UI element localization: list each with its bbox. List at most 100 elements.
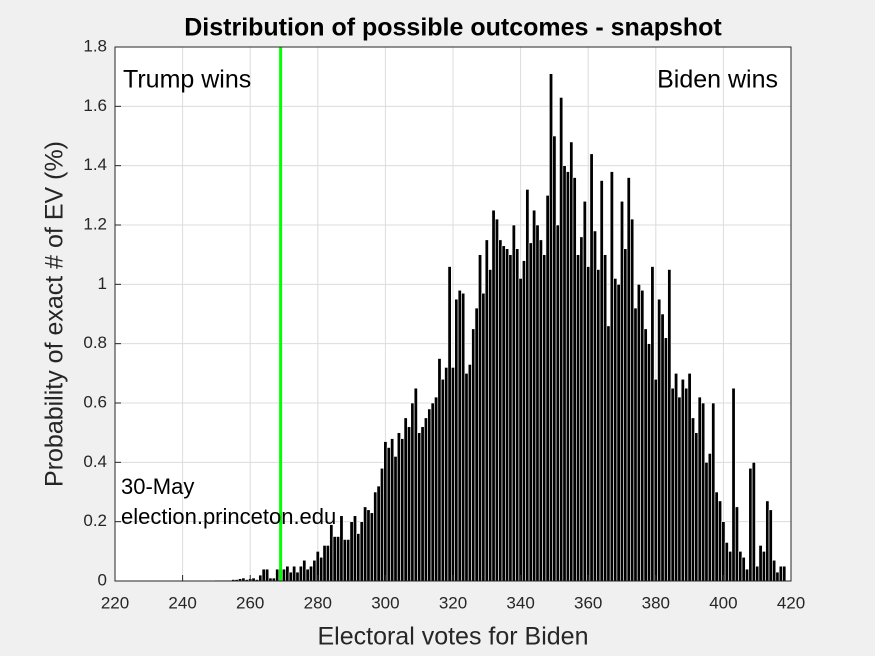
bar [481, 292, 486, 582]
bars [214, 73, 787, 582]
bar [684, 387, 689, 582]
bar [525, 189, 530, 582]
bar [309, 565, 314, 582]
bar [582, 200, 587, 582]
bar [261, 568, 266, 582]
bar [292, 565, 297, 582]
bar [576, 254, 581, 582]
bar [488, 269, 493, 582]
bar [474, 307, 479, 582]
bar [417, 432, 422, 582]
bar [653, 378, 658, 582]
bar [690, 417, 695, 582]
bar [768, 509, 773, 582]
bar [701, 402, 706, 582]
bar [464, 373, 469, 582]
bar [697, 396, 702, 582]
bar [778, 565, 783, 582]
bar [376, 485, 381, 582]
x-tick-label: 400 [709, 593, 737, 612]
bar [677, 396, 682, 582]
bar [559, 97, 564, 582]
y-tick-label: 0.4 [83, 452, 107, 471]
x-axis-label: Electoral votes for Biden [318, 623, 589, 651]
bar [282, 568, 286, 582]
axes-box [114, 46, 792, 582]
x-tick-label: 420 [777, 593, 805, 612]
bar [549, 73, 554, 582]
y-tick-label: 0.2 [83, 511, 107, 530]
bar [579, 236, 584, 582]
y-tick-label: 0 [98, 570, 107, 589]
bar [772, 559, 777, 582]
bar [329, 524, 334, 582]
bar [498, 239, 503, 582]
bar [508, 254, 513, 582]
bar [285, 565, 290, 582]
bar [312, 559, 317, 582]
bar [295, 571, 300, 582]
bar [484, 239, 489, 582]
y-tick-label: 1.4 [83, 155, 107, 174]
bar [718, 500, 723, 582]
bar [319, 556, 324, 582]
bar [734, 506, 739, 582]
bar [298, 565, 303, 582]
bar [410, 402, 415, 582]
bar [346, 539, 351, 582]
bar [491, 209, 496, 582]
bar [515, 248, 520, 582]
bar [366, 509, 371, 582]
bar [765, 500, 770, 582]
bar [606, 325, 611, 582]
bar [467, 364, 472, 582]
y-tick-label: 0.6 [83, 392, 107, 411]
y-tick-label: 1 [98, 274, 107, 293]
bar [332, 536, 337, 582]
bar [373, 491, 378, 582]
y-tick-label: 1.8 [83, 36, 107, 55]
y-axis-label: Probability of exact # of EV (%) [41, 141, 69, 487]
bar [711, 402, 716, 582]
bar [748, 467, 753, 582]
x-tick-label: 300 [371, 593, 399, 612]
bar [663, 337, 668, 582]
bar [572, 177, 577, 582]
bar [380, 467, 385, 582]
bar [444, 367, 449, 582]
bar [275, 568, 280, 582]
bar [390, 438, 395, 582]
bar [657, 298, 662, 582]
bar [616, 284, 621, 582]
bar [589, 153, 594, 582]
bar [728, 551, 733, 582]
bar [731, 387, 736, 582]
x-tick-label: 260 [236, 593, 264, 612]
bar [647, 343, 652, 582]
bar [511, 224, 516, 582]
bar [755, 565, 760, 582]
bar [288, 571, 293, 582]
bar [714, 491, 719, 582]
bar [413, 387, 418, 582]
bar [461, 292, 466, 582]
bar [478, 254, 483, 582]
bar [670, 387, 675, 582]
bar [302, 559, 307, 582]
bar [782, 565, 787, 582]
bar [704, 462, 709, 582]
bar [494, 218, 499, 582]
bar [650, 266, 655, 582]
bar [420, 426, 425, 582]
bar [339, 515, 344, 582]
bar [471, 328, 476, 582]
bar [336, 536, 341, 582]
annotation: Trump wins [123, 66, 251, 94]
bar [542, 254, 547, 582]
bar [569, 141, 574, 582]
bar [427, 408, 432, 582]
bar [707, 453, 712, 582]
bar [457, 289, 462, 582]
bar [403, 417, 408, 582]
